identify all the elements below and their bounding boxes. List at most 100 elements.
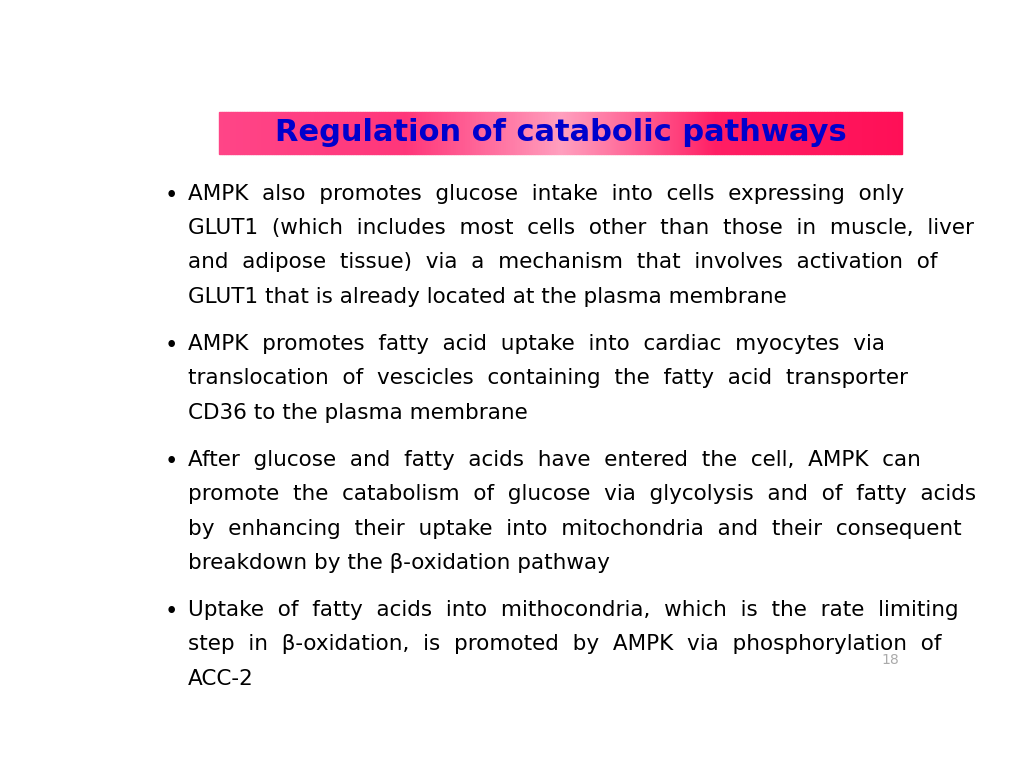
Bar [273, 111, 276, 154]
Bar [435, 111, 437, 154]
Bar [658, 111, 660, 154]
Bar [656, 111, 658, 154]
Bar [638, 111, 640, 154]
Bar [483, 111, 485, 154]
Bar [804, 111, 806, 154]
Bar [258, 111, 260, 154]
Bar [867, 111, 870, 154]
Bar [795, 111, 797, 154]
Bar [690, 111, 692, 154]
Bar [314, 111, 317, 154]
Bar [642, 111, 645, 154]
Bar [360, 111, 362, 154]
Bar [750, 111, 752, 154]
Bar [499, 111, 502, 154]
Bar [362, 111, 365, 154]
Bar [281, 111, 283, 154]
Bar [697, 111, 699, 154]
Bar [718, 111, 720, 154]
Bar [422, 111, 424, 154]
Bar [365, 111, 368, 154]
Bar [442, 111, 444, 154]
Bar [452, 111, 454, 154]
Bar [493, 111, 495, 154]
Bar [720, 111, 722, 154]
Bar [813, 111, 815, 154]
Bar [230, 111, 232, 154]
Bar [826, 111, 829, 154]
Bar [636, 111, 638, 154]
Bar [817, 111, 820, 154]
Bar [324, 111, 327, 154]
Bar [625, 111, 627, 154]
Bar [653, 111, 656, 154]
Bar [344, 111, 347, 154]
Bar [247, 111, 249, 154]
Bar [545, 111, 547, 154]
Bar [372, 111, 374, 154]
Bar [891, 111, 893, 154]
Bar [351, 111, 353, 154]
Bar [276, 111, 279, 154]
Bar [645, 111, 647, 154]
Bar [461, 111, 463, 154]
Bar [245, 111, 247, 154]
Bar [249, 111, 251, 154]
Bar [604, 111, 606, 154]
Bar [279, 111, 281, 154]
Bar [399, 111, 401, 154]
Bar [783, 111, 785, 154]
Bar [485, 111, 487, 154]
Bar [317, 111, 319, 154]
Bar [608, 111, 610, 154]
Bar [847, 111, 850, 154]
Bar [358, 111, 360, 154]
Bar [403, 111, 406, 154]
Bar [592, 111, 595, 154]
Bar [599, 111, 601, 154]
Bar [335, 111, 338, 154]
Bar [299, 111, 301, 154]
Bar [444, 111, 446, 154]
Bar [742, 111, 744, 154]
Bar [534, 111, 536, 154]
Bar [240, 111, 242, 154]
Bar [563, 111, 565, 154]
Bar [458, 111, 461, 154]
Bar [415, 111, 417, 154]
Bar [793, 111, 795, 154]
Bar [899, 111, 902, 154]
Bar [759, 111, 761, 154]
Bar [368, 111, 370, 154]
Text: Uptake  of  fatty  acids  into  mithocondria,  which  is  the  rate  limiting: Uptake of fatty acids into mithocondria,… [187, 600, 958, 620]
Bar [692, 111, 694, 154]
Bar [288, 111, 290, 154]
Bar [874, 111, 877, 154]
Bar [688, 111, 690, 154]
Bar [729, 111, 731, 154]
Bar [353, 111, 355, 154]
Bar [515, 111, 517, 154]
Bar [879, 111, 882, 154]
Bar [440, 111, 442, 154]
Bar [574, 111, 577, 154]
Bar [854, 111, 856, 154]
Bar [756, 111, 759, 154]
Bar [679, 111, 681, 154]
Bar [329, 111, 331, 154]
Bar [802, 111, 804, 154]
Bar [640, 111, 642, 154]
Bar [538, 111, 540, 154]
Bar [474, 111, 476, 154]
Bar [292, 111, 294, 154]
Bar [601, 111, 604, 154]
Bar [271, 111, 273, 154]
Bar [267, 111, 269, 154]
Bar [431, 111, 433, 154]
Bar [615, 111, 617, 154]
Bar [265, 111, 267, 154]
Bar [781, 111, 783, 154]
Bar [528, 111, 530, 154]
Bar [649, 111, 651, 154]
Text: breakdown by the β-oxidation pathway: breakdown by the β-oxidation pathway [187, 553, 609, 573]
